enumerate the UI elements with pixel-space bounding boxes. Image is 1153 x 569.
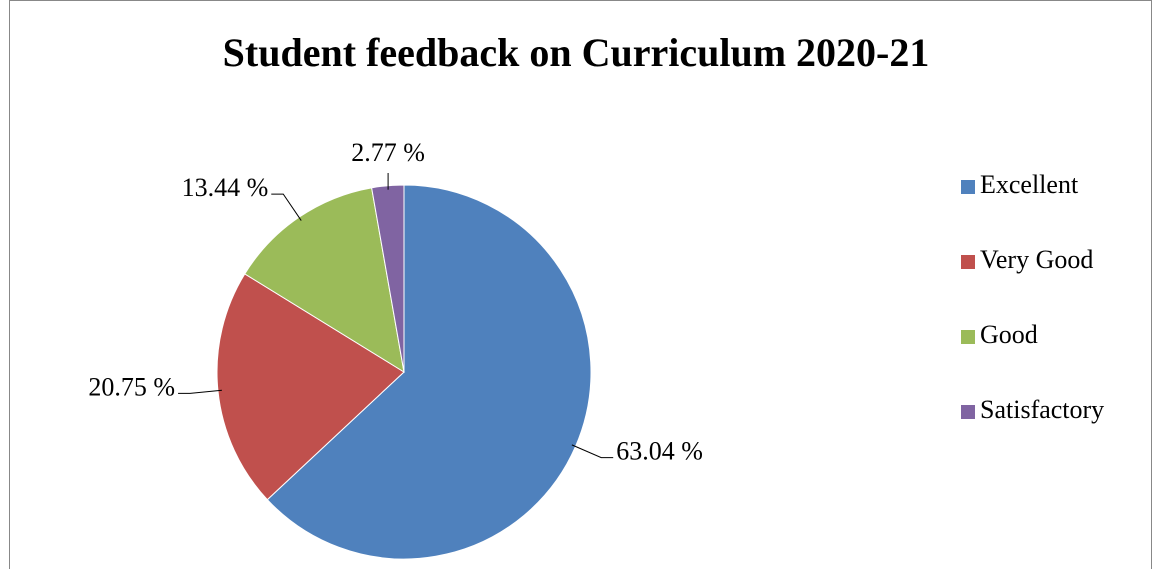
leader-line	[571, 444, 614, 459]
chart-border	[9, 0, 1152, 569]
data-label: 20.75 %	[88, 372, 175, 401]
data-label: 63.04 %	[616, 437, 703, 466]
data-label: 13.44 %	[182, 173, 269, 202]
legend-label: Good	[980, 320, 1038, 349]
chart-title: Student feedback on Curriculum 2020-21	[223, 30, 930, 75]
legend-swatch	[961, 330, 975, 344]
legend-swatch	[961, 405, 975, 419]
leader-line	[178, 389, 222, 394]
leader-line	[271, 193, 302, 221]
legend-label: Satisfactory	[980, 395, 1104, 424]
data-label: 2.77 %	[351, 138, 425, 167]
legend-label: Very Good	[980, 245, 1093, 274]
legend-label: Excellent	[980, 170, 1079, 199]
legend-swatch	[961, 180, 975, 194]
legend-swatch	[961, 255, 975, 269]
